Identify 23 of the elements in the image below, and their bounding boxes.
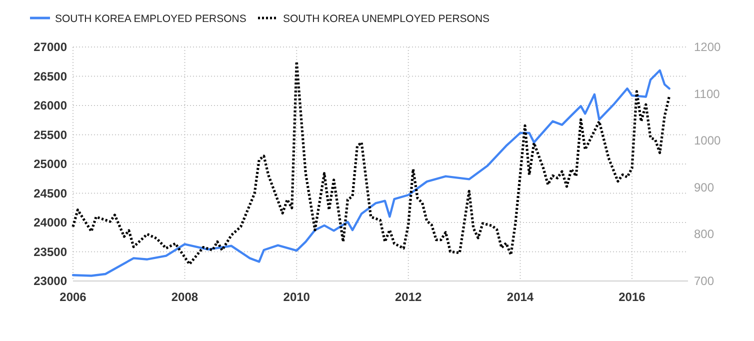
y2-tick-label: 1000: [694, 134, 722, 148]
x-tick-label: 2008: [171, 290, 198, 304]
x-tick-label: 2016: [618, 290, 646, 304]
y-tick-label: 24500: [34, 186, 68, 200]
y-tick-label: 23000: [34, 274, 68, 288]
x-tick-label: 2006: [60, 290, 87, 304]
y-tick-label: 26500: [34, 69, 68, 84]
y-tick-label: 23500: [34, 244, 68, 259]
y-tick-label: 25500: [34, 128, 68, 142]
y2-tick-label: 700: [694, 274, 714, 288]
legend-label: SOUTH KOREA EMPLOYED PERSONS: [55, 13, 246, 25]
x-tick-label: 2010: [283, 290, 310, 304]
y-tick-label: 25000: [34, 157, 68, 171]
y-tick-label: 27000: [34, 40, 68, 54]
y-tick-label: 24000: [34, 216, 68, 230]
y2-tick-label: 1200: [694, 40, 722, 54]
x-tick-label: 2014: [506, 290, 534, 304]
x-tick-label: 2012: [395, 290, 422, 304]
y2-tick-label: 800: [694, 227, 714, 242]
legend-label: SOUTH KOREA UNEMPLOYED PERSONS: [283, 13, 490, 25]
y-tick-label: 26000: [34, 98, 68, 112]
y2-tick-label: 900: [694, 180, 714, 194]
y2-tick-label: 1100: [694, 86, 720, 101]
